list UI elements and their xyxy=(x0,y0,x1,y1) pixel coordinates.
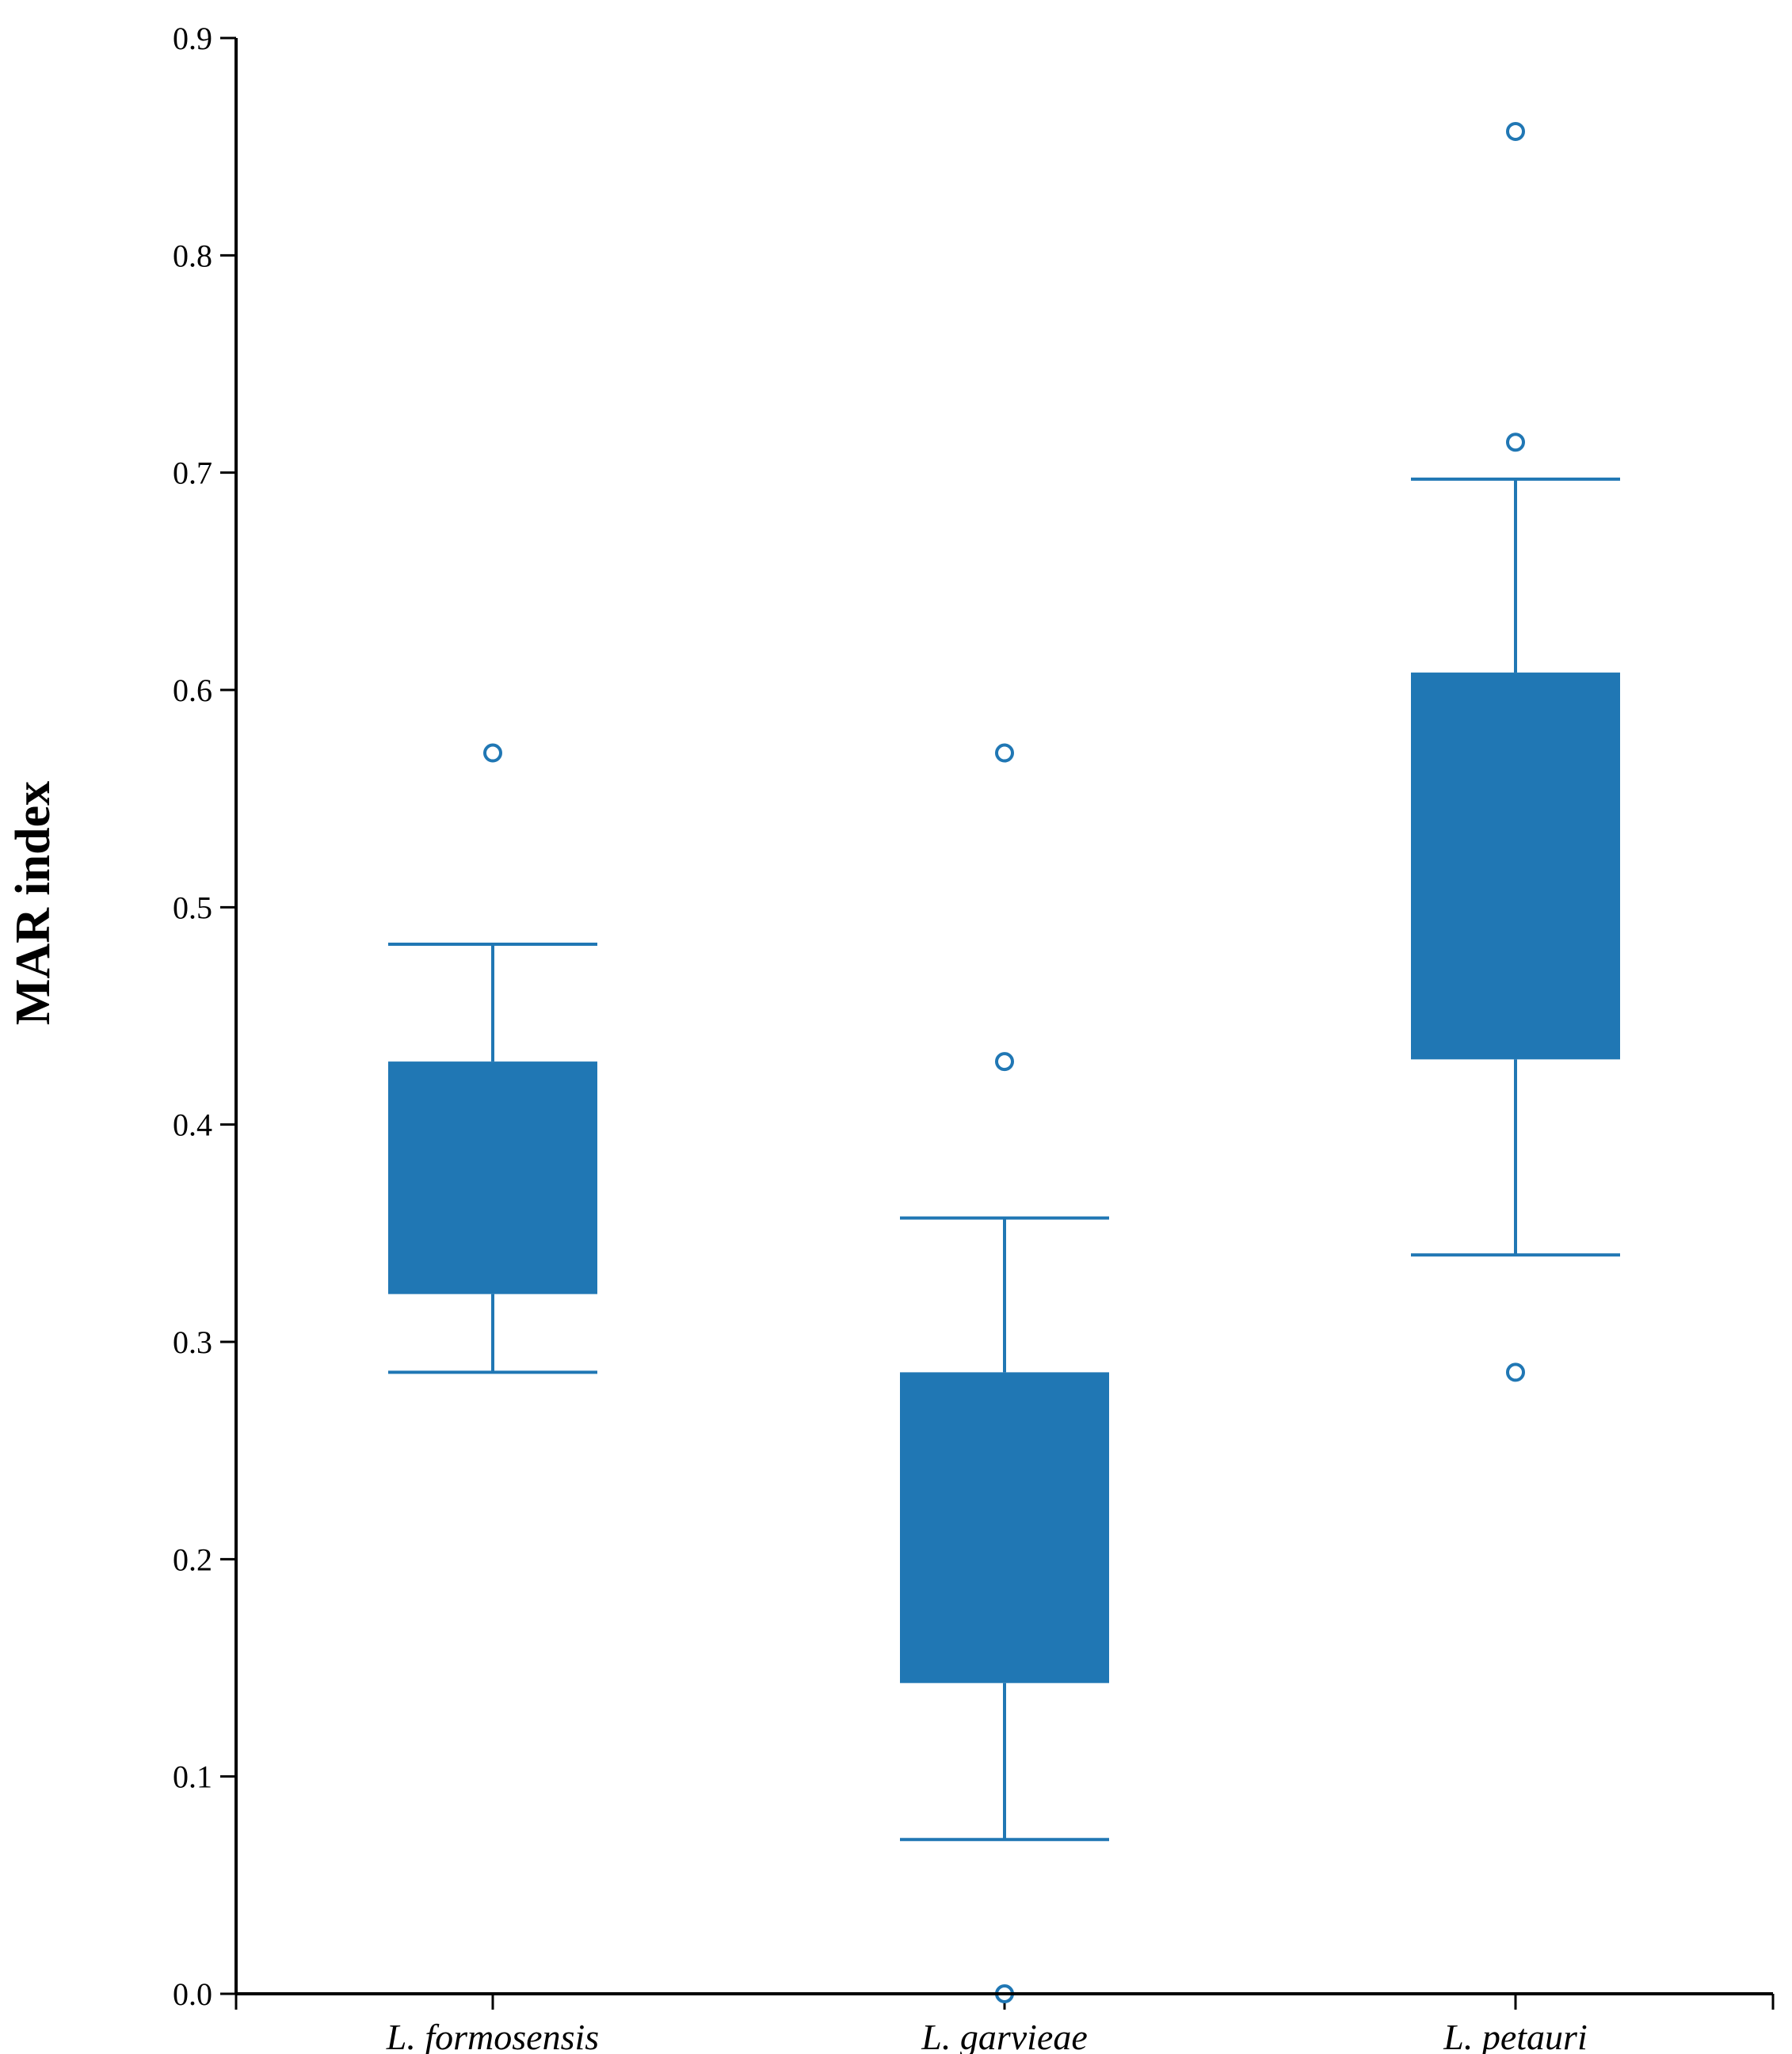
box-series xyxy=(388,121,1620,2003)
y-axis-title: MAR index xyxy=(6,781,60,1025)
outlier-point xyxy=(995,1052,1014,1072)
x-category-label: L. petauri xyxy=(1443,2017,1587,2054)
y-tick-label: 0.7 xyxy=(173,455,212,491)
box-group xyxy=(900,743,1109,2003)
y-tick-label: 0.0 xyxy=(173,1976,212,2012)
iqr-box xyxy=(388,1061,597,1294)
y-tick-label: 0.9 xyxy=(173,21,212,56)
x-category-label: L. formosensis xyxy=(386,2017,599,2054)
y-tick-label: 0.1 xyxy=(173,1759,212,1795)
box-group xyxy=(1411,121,1620,1382)
outlier-point xyxy=(483,743,502,763)
y-tick-label: 0.8 xyxy=(173,238,212,273)
y-tick-label: 0.4 xyxy=(173,1107,212,1143)
x-category-label: L. garvieae xyxy=(921,2017,1088,2054)
box-group xyxy=(388,743,597,1374)
y-tick-label: 0.5 xyxy=(173,890,212,925)
iqr-box xyxy=(900,1372,1109,1683)
outlier-point xyxy=(1506,1362,1525,1382)
outlier-point xyxy=(1506,121,1525,141)
outlier-point xyxy=(995,743,1014,763)
y-tick-label: 0.6 xyxy=(173,673,212,708)
y-axis-ticks: 0.0 0.1 0.2 0.3 0.4 0.5 0.6 0.7 0.8 0.9 xyxy=(173,21,236,2012)
y-tick-label: 0.2 xyxy=(173,1541,212,1577)
y-tick-label: 0.3 xyxy=(173,1324,212,1360)
outlier-point xyxy=(1506,433,1525,452)
iqr-box xyxy=(1411,673,1620,1060)
